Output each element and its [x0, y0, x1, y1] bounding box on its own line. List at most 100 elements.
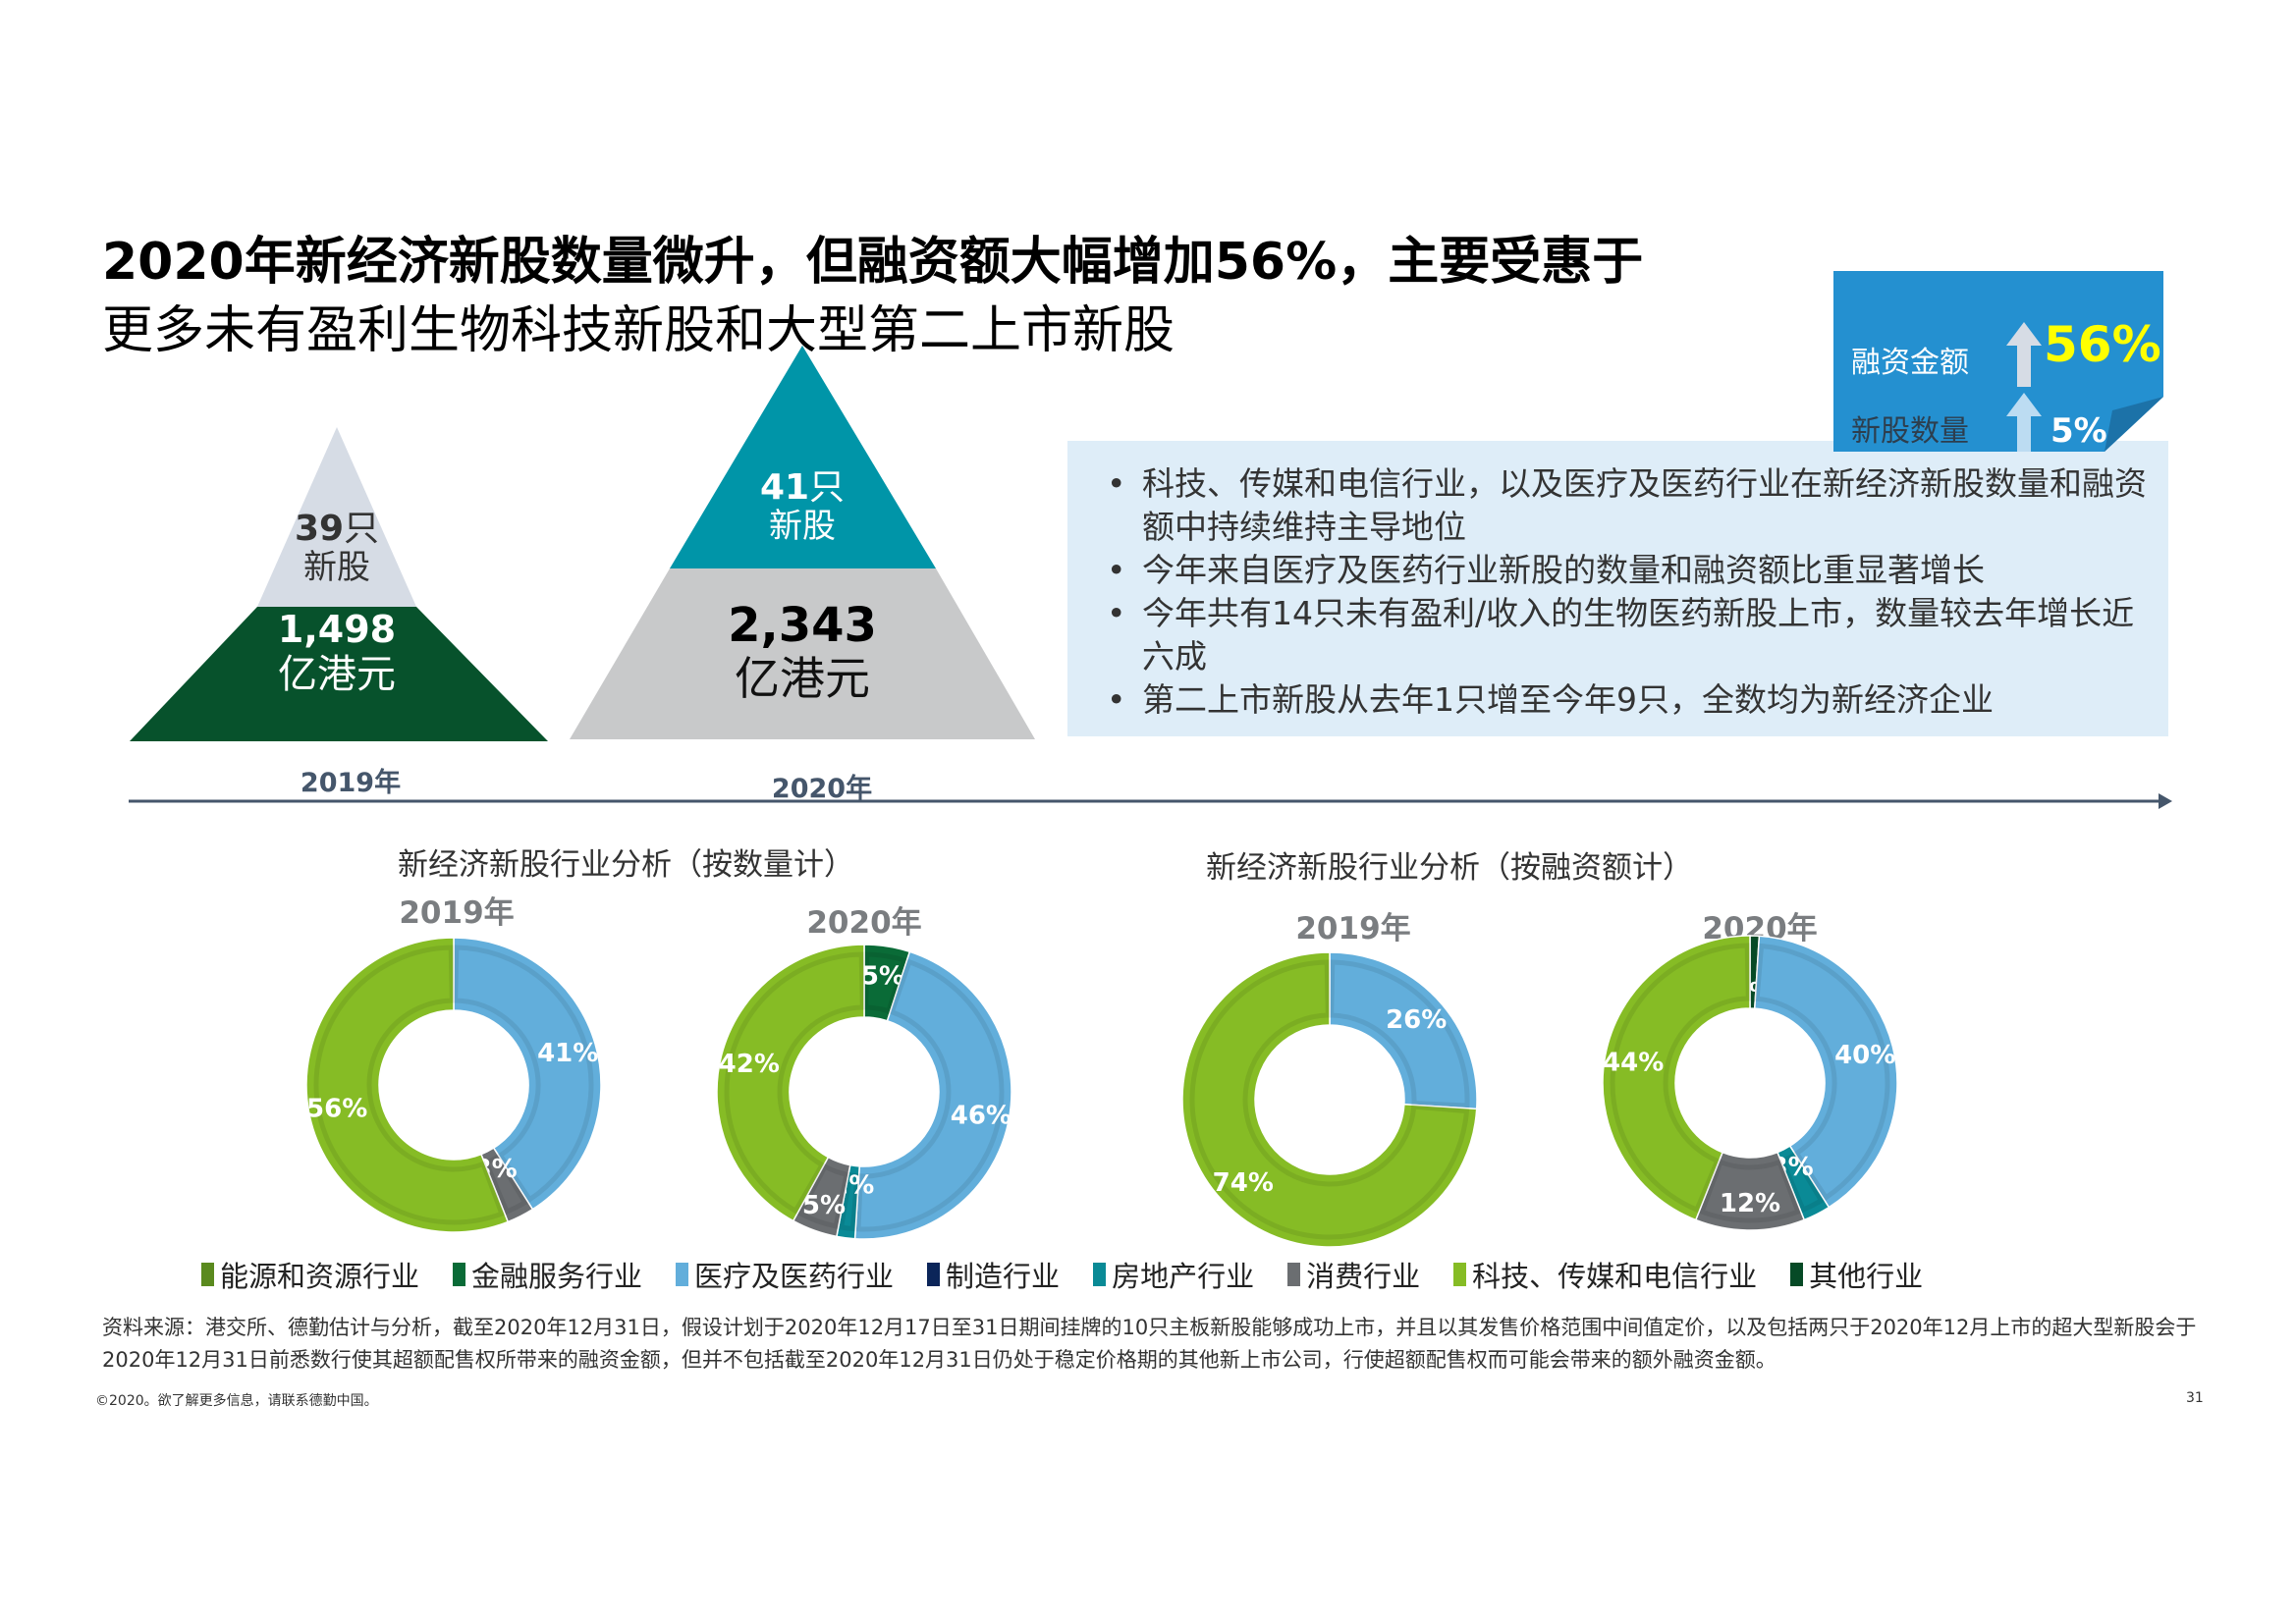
donut-segment-bevel	[855, 958, 1005, 1232]
chart-title-by-count: 新经济新股行业分析（按数量计）	[398, 847, 854, 883]
count-label: 新股	[769, 507, 836, 547]
finding-item: 今年来自医疗及医药行业新股的数量和融资额比重显著增长	[1107, 549, 2149, 592]
donut-segment-bevel	[1329, 959, 1470, 1108]
donut-data-label: 42%	[719, 1050, 780, 1079]
count-label: 新股数量	[1851, 414, 1969, 449]
chart-title-by-funding: 新经济新股行业分析（按融资额计）	[1206, 850, 1693, 886]
legend-swatch-icon	[927, 1263, 941, 1286]
amount-value: 1,498	[277, 608, 397, 651]
legend-swatch-icon	[676, 1263, 689, 1286]
legend-label: 消费行业	[1306, 1260, 1421, 1293]
legend-item: 医疗及医药行业	[676, 1254, 894, 1295]
finding-item: 今年共有14只未有盈利/收入的生物医药新股上市，数量较去年增长近六成	[1107, 592, 2149, 678]
donut-segment-bevel	[838, 1171, 860, 1232]
growth-callout: 融资金额 56% 新股数量 5%	[1833, 271, 2163, 452]
donut-segment-bevel	[1754, 943, 1890, 1202]
donut-segment	[1181, 951, 1478, 1248]
count-unit: 只	[344, 509, 380, 549]
legend-item: 金融服务行业	[453, 1254, 642, 1295]
legend-item: 制造行业	[927, 1254, 1060, 1295]
callout-background	[1833, 271, 2163, 452]
legend-label: 金融服务行业	[471, 1260, 643, 1293]
donut-segment	[453, 937, 602, 1211]
donut-year-label: 2019年	[1295, 911, 1411, 946]
donut-data-label: 5%	[861, 961, 904, 991]
pyramid-2020-bottom	[570, 568, 1035, 739]
pyramid-2020-top	[670, 346, 936, 568]
donut-data-label: 41%	[537, 1039, 598, 1068]
count-number: 39	[294, 509, 345, 549]
donut-segment-bevel	[863, 951, 907, 1014]
legend-label: 医疗及医药行业	[694, 1260, 895, 1293]
source-footnote: 资料来源：港交所、德勤估计与分析，截至2020年12月31日，假设计划于2020…	[102, 1316, 2197, 1372]
legend-item: 能源和资源行业	[201, 1254, 419, 1295]
legend-swatch-icon	[1093, 1263, 1107, 1286]
donut-segment-bevel	[724, 951, 865, 1215]
count-number: 41	[759, 467, 810, 508]
pyramid-2020-year: 2020年	[771, 774, 873, 804]
legend-label: 房地产行业	[1112, 1260, 1255, 1293]
donut-data-label: 26%	[1386, 1005, 1447, 1035]
copyright-text: ©2020。欲了解更多信息，请联系德勤中国。	[95, 1393, 378, 1409]
donut-year-label: 2019年	[399, 895, 515, 931]
legend-item: 其他行业	[1790, 1254, 1923, 1295]
legend-swatch-icon	[453, 1263, 466, 1286]
legend-item: 科技、传媒和电信行业	[1453, 1254, 1757, 1295]
legend-label: 科技、传媒和电信行业	[1472, 1260, 1758, 1293]
key-findings-box: 科技、传媒和电信行业，以及医疗及医药行业在新经济新股数量和融资额中持续维持主导地…	[1067, 441, 2168, 736]
pyramid-2019-count: 39只 新股	[239, 509, 435, 587]
finding-item: 科技、传媒和电信行业，以及医疗及医药行业在新经济新股数量和融资额中持续维持主导地…	[1107, 462, 2149, 549]
donut-segment	[1602, 935, 1751, 1221]
funding-label: 融资金额	[1851, 346, 1969, 380]
key-findings-list: 科技、传媒和电信行业，以及医疗及医药行业在新经济新股数量和融资额中持续维持主导地…	[1107, 462, 2149, 722]
page-title: 2020年新经济新股数量微升，但融资额大幅增加56%，主要受惠于 更多未有盈利生…	[102, 228, 1643, 365]
donut-data-label: 74%	[1213, 1168, 1274, 1198]
count-unit: 只	[809, 467, 846, 508]
donut-segment-bevel	[1610, 943, 1751, 1214]
donut-data-label: 12%	[1720, 1189, 1780, 1218]
donut-segment-bevel	[453, 945, 594, 1204]
legend-item: 房地产行业	[1093, 1254, 1254, 1295]
donut-segment	[716, 944, 865, 1222]
amount-unit: 亿港元	[278, 651, 396, 697]
amount-unit: 亿港元	[735, 652, 870, 706]
donut-data-label: 46%	[951, 1102, 1011, 1131]
donut-segment-bevel	[796, 1162, 850, 1229]
timeline-arrowhead-icon	[2159, 793, 2172, 809]
legend-label: 制造行业	[946, 1260, 1061, 1293]
pyramid-graphics	[129, 346, 2172, 809]
legend-swatch-icon	[1453, 1263, 1467, 1286]
pyramid-2020-count: 41只 新股	[704, 467, 901, 546]
legend-swatch-icon	[1287, 1263, 1301, 1286]
pyramid-2019-bottom	[130, 607, 548, 741]
donut-segment-bevel	[1189, 959, 1470, 1240]
legend-label: 能源和资源行业	[220, 1260, 420, 1293]
pyramid-2019-top	[257, 427, 416, 607]
donut-segment-bevel	[1698, 1159, 1802, 1223]
donut-segment-bevel	[1778, 1152, 1826, 1214]
arrow-up-icon	[2006, 322, 2042, 387]
arrow-up-icon	[2006, 393, 2042, 452]
legend-item: 消费行业	[1287, 1254, 1420, 1295]
donut-segment-bevel	[482, 1154, 529, 1216]
title-line-1: 2020年新经济新股数量微升，但融资额大幅增加56%，主要受惠于	[102, 233, 1644, 292]
legend-swatch-icon	[201, 1263, 214, 1286]
count-label: 新股	[303, 548, 370, 588]
donut-year-label: 2020年	[806, 905, 922, 941]
donut-data-label: 44%	[1603, 1048, 1664, 1077]
title-line-2: 更多未有盈利生物科技新股和大型第二上市新股	[102, 301, 1175, 360]
count-growth-value: 5%	[2050, 411, 2107, 451]
legend-label: 其他行业	[1809, 1260, 1924, 1293]
finding-item: 第二上市新股从去年1只增至今年9只，全数均为新经济企业	[1107, 678, 2149, 722]
donut-data-label: 56%	[306, 1095, 367, 1124]
amount-value: 2,343	[728, 598, 877, 653]
donut-segment	[853, 950, 1012, 1240]
donut-segment	[1329, 951, 1478, 1110]
pyramid-2020-amount: 2,343 亿港元	[665, 598, 940, 706]
donut-data-label: 40%	[1834, 1041, 1895, 1070]
donut-segment	[305, 937, 510, 1233]
page-number: 31	[2186, 1390, 2204, 1406]
pyramid-2019-amount: 1,498 亿港元	[209, 608, 465, 697]
donut-segment	[1753, 935, 1898, 1209]
